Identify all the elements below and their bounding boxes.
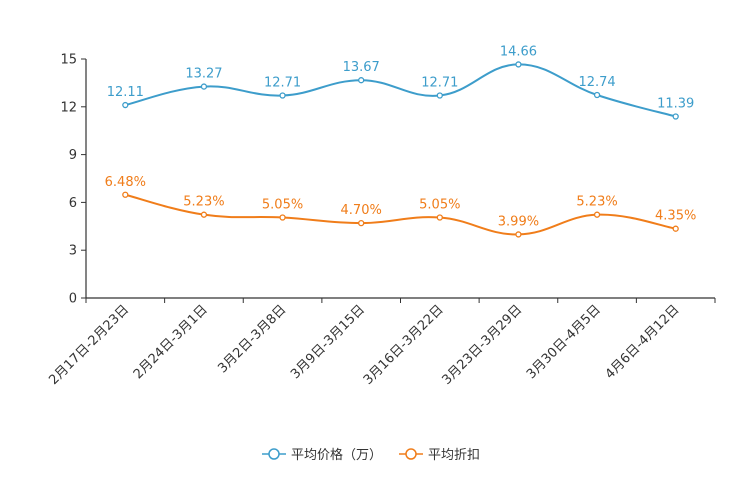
data-label: 3.99%	[498, 214, 539, 229]
data-point	[200, 83, 208, 90]
data-point	[358, 219, 365, 227]
x-tick-label: 3月30日-4月5日	[524, 302, 604, 382]
data-label: 13.67	[343, 60, 380, 75]
x-tick-label: 3月16日-3月22日	[361, 302, 447, 388]
series-0: 12.11 13.27 12.71 13.67 12.71 14.66 12.74 11.39	[107, 44, 694, 120]
data-label: 11.39	[657, 97, 694, 112]
y-tick-label: 0	[69, 292, 77, 307]
y-tick-label: 15	[60, 53, 77, 68]
legend-marker-icon	[405, 448, 417, 460]
data-point	[122, 101, 129, 109]
data-point	[358, 77, 365, 84]
x-tick-label: 3月23日-3月29日	[439, 302, 525, 388]
y-tick-label: 12	[60, 100, 77, 115]
data-point	[279, 214, 286, 221]
legend-label: 平均折扣	[428, 448, 480, 463]
data-point	[200, 211, 208, 218]
data-label: 5.05%	[419, 198, 460, 213]
data-point	[672, 225, 679, 232]
data-point	[593, 91, 601, 99]
data-point	[122, 191, 129, 198]
data-point	[593, 211, 601, 218]
x-tick-label: 3月9日-3月15日	[288, 302, 368, 382]
y-tick-label: 3	[69, 244, 77, 259]
x-tick-label: 2月17日-2月23日	[46, 302, 132, 388]
x-tick-label: 2月24日-3月1日	[131, 302, 211, 382]
y-tick-label: 6	[69, 196, 77, 211]
data-point	[279, 92, 286, 99]
data-label: 13.27	[185, 67, 222, 82]
data-label: 12.71	[264, 75, 301, 90]
data-point	[436, 214, 443, 221]
legend-item-0[interactable]: 平均价格（万）	[262, 447, 382, 463]
data-label: 6.48%	[105, 175, 146, 190]
data-label: 4.35%	[655, 209, 696, 224]
data-point	[515, 61, 522, 68]
data-label: 5.05%	[262, 198, 303, 213]
legend-item-1[interactable]: 平均折扣	[399, 448, 480, 463]
data-point	[436, 92, 443, 99]
legend-label: 平均价格（万）	[291, 447, 382, 463]
series-line	[125, 63, 676, 118]
legend[interactable]: 平均价格（万） 平均折扣	[262, 447, 480, 463]
x-tick-label: 3月2日-3月8日	[215, 302, 289, 376]
series-1: 6.48% 5.23% 5.05% 4.70% 5.05% 3.99% 5.23% 4.35%	[105, 175, 696, 238]
data-point	[672, 113, 679, 120]
data-label: 12.74	[578, 75, 615, 90]
legend-marker-icon	[268, 448, 280, 460]
data-point	[515, 231, 522, 238]
y-tick-label: 9	[69, 148, 77, 163]
data-label: 14.66	[500, 44, 537, 59]
x-tick-label: 4月6日-4月12日	[603, 302, 683, 382]
data-label: 4.70%	[341, 203, 382, 218]
data-label: 12.11	[107, 85, 144, 100]
data-label: 12.71	[421, 75, 458, 90]
series-line	[125, 193, 676, 236]
data-label: 5.23%	[183, 195, 224, 210]
series-layer: 12.11 13.27 12.71 13.67 12.71 14.66 12.74 11.39…	[105, 44, 696, 238]
data-label: 5.23%	[576, 195, 617, 210]
